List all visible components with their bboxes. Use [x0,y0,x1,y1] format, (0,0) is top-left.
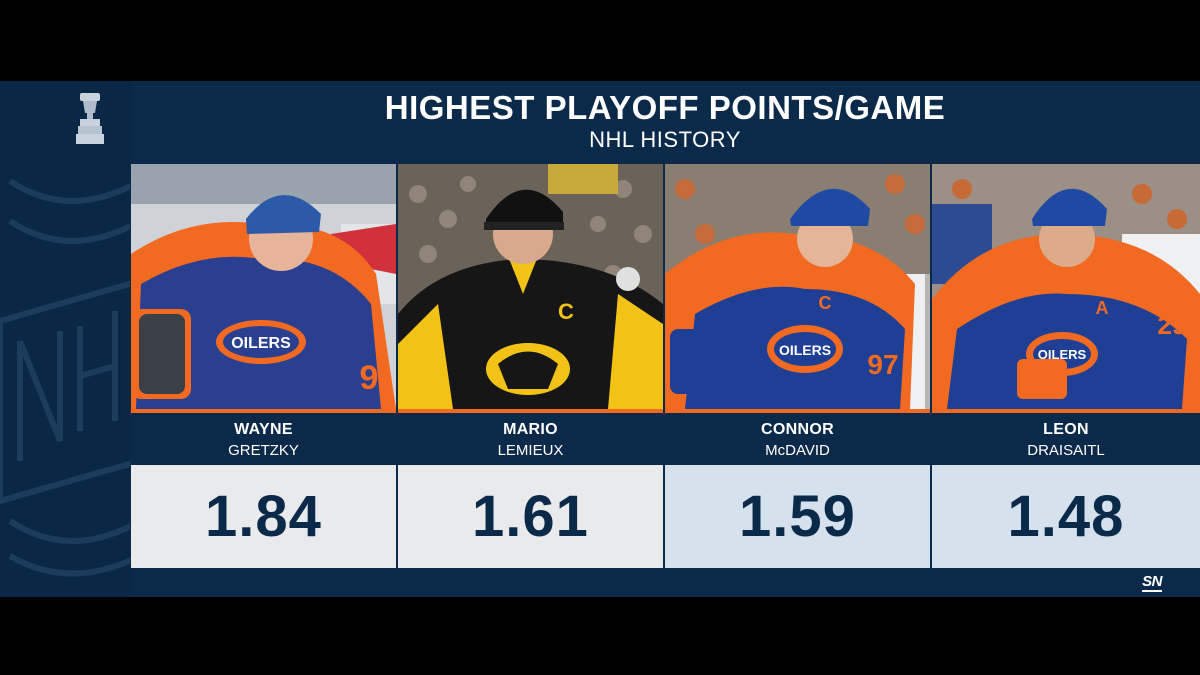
player-first-name: WAYNE [234,421,293,438]
svg-text:97: 97 [867,349,898,380]
player-name: LEON DRAISAITL [932,413,1200,465]
page-subtitle: NHL HISTORY [589,127,741,152]
graphic-frame: HIGHEST PLAYOFF POINTS/GAME NHL HISTORY … [0,81,1200,597]
svg-text:OILERS: OILERS [1038,347,1087,362]
points-per-game-value: 1.84 [205,484,322,549]
player-last-name: McDAVID [765,442,830,459]
svg-text:29: 29 [1158,310,1187,340]
player-name: CONNOR McDAVID [665,413,930,465]
svg-text:OILERS: OILERS [231,335,291,352]
points-per-game-value: 1.61 [472,484,589,549]
points-per-game-value: 1.48 [1007,484,1125,549]
svg-text:C: C [819,293,832,313]
svg-text:OILERS: OILERS [779,342,831,358]
player-card: OILERS 97 C CONNOR McDAVID 1.59 [665,164,930,568]
nhl-watermark-icon [0,178,130,577]
stanley-cup-icon [76,93,104,144]
page-title: HIGHEST PLAYOFF POINTS/GAME [384,89,946,126]
stat-box: 1.61 [398,465,663,568]
player-last-name: DRAISAITL [1027,442,1105,459]
player-card: C MARIO LEMIEUX 1.61 [398,164,663,568]
points-per-game-value: 1.59 [739,484,856,549]
player-photo: C [398,164,663,409]
stat-box: 1.48 [932,465,1200,568]
player-photo: OILERS 29 A [932,164,1200,409]
player-photo: OILERS 97 C [665,164,930,409]
player-first-name: LEON [1043,421,1089,438]
svg-text:9: 9 [360,359,379,397]
player-card: OILERS 9 WAYNE GRETZKY 1.84 [131,164,396,568]
accent-strip [398,409,663,413]
svg-text:A: A [1096,298,1109,318]
player-name: MARIO LEMIEUX [398,413,663,465]
stat-box: 1.84 [131,465,396,568]
network-logo: SN [1142,573,1162,592]
accent-strip [932,409,1200,413]
accent-strip [131,409,396,413]
player-last-name: LEMIEUX [497,442,564,459]
player-last-name: GRETZKY [228,442,299,459]
stat-box: 1.59 [665,465,930,568]
player-first-name: MARIO [503,421,558,438]
bottom-bar: SN [130,568,1200,597]
svg-text:C: C [558,299,574,324]
player-name: WAYNE GRETZKY [131,413,396,465]
left-rail [0,81,130,597]
accent-strip [665,409,930,413]
player-first-name: CONNOR [761,421,834,438]
player-cards: OILERS 9 WAYNE GRETZKY 1.84 [131,164,1200,568]
player-photo: OILERS 9 [131,164,396,409]
player-card: OILERS 29 A LEON DRAISAITL 1.48 [932,164,1200,568]
